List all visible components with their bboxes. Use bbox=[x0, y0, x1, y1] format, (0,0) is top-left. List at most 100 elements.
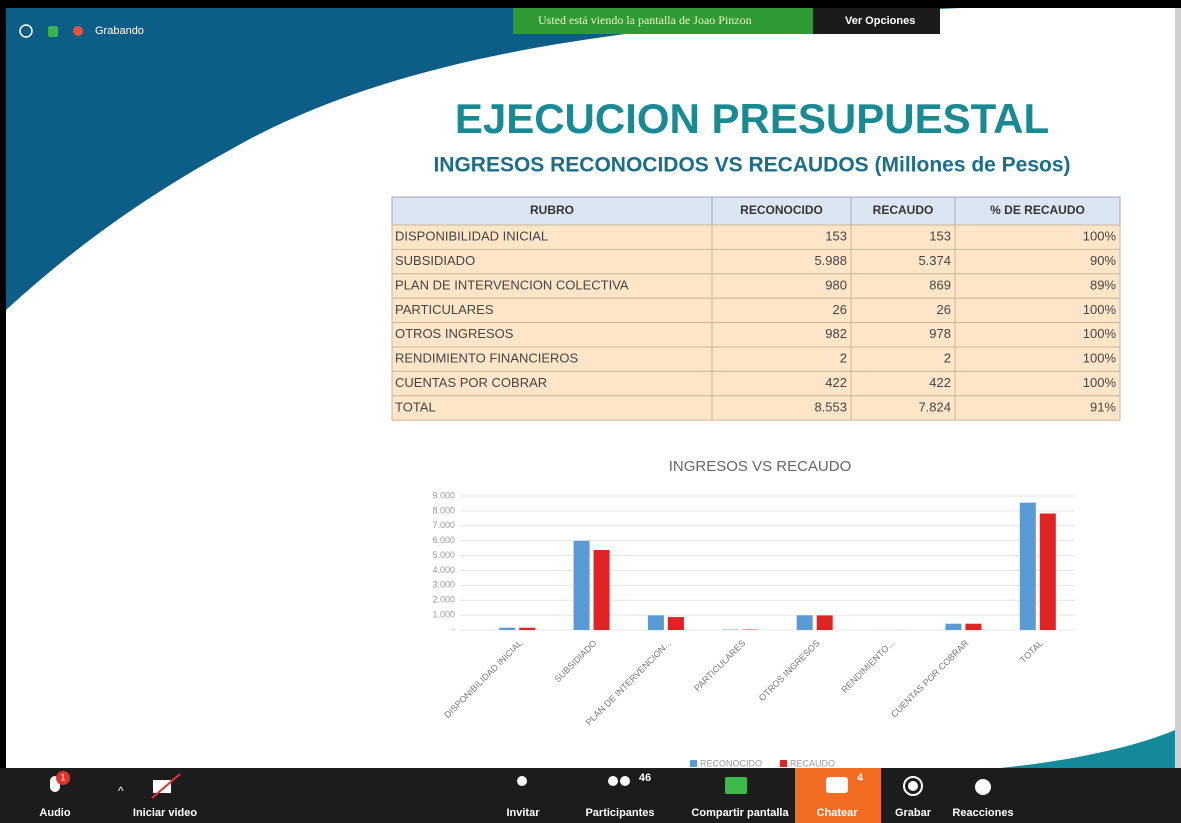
cell-text: 26 bbox=[937, 302, 951, 317]
legend-label: RECAUDO bbox=[790, 758, 835, 768]
chat[interactable]: Chatear bbox=[817, 807, 859, 819]
toolbar bbox=[0, 768, 1181, 823]
cell bbox=[711, 224, 852, 250]
bar bbox=[1019, 502, 1036, 630]
cell-text: CUENTAS POR COBRAR bbox=[395, 375, 547, 390]
bar bbox=[667, 617, 684, 630]
cell-text: DISPONIBILIDAD INICIAL bbox=[395, 229, 548, 244]
cell bbox=[954, 322, 1121, 348]
cell-text: 89% bbox=[1090, 277, 1116, 292]
chat-count: 4 bbox=[857, 772, 864, 784]
lock-icon[interactable] bbox=[48, 26, 58, 37]
bar bbox=[499, 627, 516, 630]
cell-text: 26 bbox=[833, 302, 847, 317]
header-text: RECONOCIDO bbox=[740, 203, 823, 217]
cell bbox=[850, 248, 956, 275]
cell-text: SUBSIDIADO bbox=[395, 253, 475, 268]
header-text: % DE RECAUDO bbox=[990, 203, 1085, 217]
invite-icon[interactable] bbox=[517, 776, 527, 786]
record-icon[interactable] bbox=[903, 776, 923, 796]
cell-text: 978 bbox=[929, 326, 951, 341]
y-tick-label: 4.000 bbox=[432, 565, 455, 575]
cell-text: 982 bbox=[825, 326, 847, 341]
video-icon[interactable] bbox=[153, 780, 171, 793]
cell bbox=[954, 273, 1121, 299]
participants-icon[interactable] bbox=[620, 776, 630, 786]
slide-shape bbox=[6, 8, 960, 310]
y-tick-label: 7.000 bbox=[432, 520, 455, 530]
cell bbox=[954, 370, 1121, 397]
options-text[interactable]: Ver Opciones bbox=[845, 15, 915, 27]
cell bbox=[954, 395, 1121, 421]
participants-count: 46 bbox=[639, 772, 651, 784]
cell-text: 91% bbox=[1090, 399, 1116, 414]
cell-text: PLAN DE INTERVENCION COLECTIVA bbox=[395, 277, 629, 292]
y-tick-label: 8.000 bbox=[432, 505, 455, 515]
cell bbox=[954, 248, 1121, 275]
badge bbox=[56, 771, 70, 785]
caret[interactable]: ^ bbox=[118, 784, 124, 798]
y-tick-label: 3.000 bbox=[432, 580, 455, 590]
cell bbox=[850, 346, 956, 372]
cell-text: 100% bbox=[1083, 351, 1117, 366]
status: Grabando bbox=[95, 25, 144, 37]
cell-text: 2 bbox=[840, 351, 847, 366]
bar bbox=[965, 623, 982, 630]
slide-shape bbox=[1000, 730, 1175, 768]
banner bbox=[513, 8, 813, 34]
cell-text: 90% bbox=[1090, 253, 1116, 268]
cell-text: 422 bbox=[929, 375, 951, 390]
cell bbox=[711, 248, 852, 275]
cell-text: 2 bbox=[944, 351, 951, 366]
banner-text: Usted está viendo la pantalla de Joao Pi… bbox=[538, 13, 752, 27]
cell-text: 100% bbox=[1083, 326, 1117, 341]
reactions-icon[interactable] bbox=[975, 779, 991, 795]
share[interactable]: Compartir pantalla bbox=[691, 807, 789, 819]
cell-text: 100% bbox=[1083, 302, 1117, 317]
header-cell bbox=[954, 196, 1121, 226]
cell-text: 153 bbox=[825, 229, 847, 244]
options[interactable] bbox=[813, 8, 940, 34]
scroll-edge bbox=[1175, 8, 1181, 768]
legend-swatch bbox=[690, 760, 697, 767]
cell-text: TOTAL bbox=[395, 399, 436, 414]
cell-text: 8.553 bbox=[814, 399, 847, 414]
video-slash bbox=[151, 773, 181, 799]
cell bbox=[711, 346, 852, 372]
share-icon[interactable] bbox=[725, 777, 747, 794]
cell bbox=[954, 297, 1121, 324]
cell bbox=[850, 395, 956, 421]
cell bbox=[711, 322, 852, 348]
bar bbox=[593, 549, 610, 630]
y-tick-label: 2.000 bbox=[432, 595, 455, 605]
cell-text: 5.988 bbox=[814, 253, 847, 268]
y-tick-label: - bbox=[452, 624, 455, 634]
bar bbox=[573, 540, 590, 630]
participants-icon[interactable] bbox=[608, 776, 618, 786]
chat-icon[interactable] bbox=[826, 777, 848, 793]
cell-text: 422 bbox=[825, 375, 847, 390]
participants[interactable]: Participantes bbox=[585, 807, 654, 819]
cell bbox=[711, 297, 852, 324]
bar bbox=[519, 627, 536, 630]
record[interactable]: Grabar bbox=[895, 807, 932, 819]
chart-title: INGRESOS VS RECAUDO bbox=[669, 458, 852, 475]
record-icon[interactable] bbox=[908, 781, 918, 791]
legend-swatch bbox=[780, 760, 787, 767]
cell-text: 100% bbox=[1083, 229, 1117, 244]
info-icon[interactable] bbox=[19, 24, 33, 38]
cell-text: 153 bbox=[929, 229, 951, 244]
audio[interactable]: Audio bbox=[39, 807, 70, 819]
cell-text: 100% bbox=[1083, 375, 1117, 390]
cell bbox=[850, 273, 956, 299]
invite[interactable]: Invitar bbox=[506, 807, 540, 819]
reactions[interactable]: Reacciones bbox=[952, 807, 1013, 819]
cell-text: 7.824 bbox=[918, 399, 951, 414]
slide-subtitle: INGRESOS RECONOCIDOS VS RECAUDOS (Millon… bbox=[433, 154, 1070, 177]
y-tick-label: 6.000 bbox=[432, 535, 455, 545]
cell-text: 980 bbox=[825, 277, 847, 292]
y-tick-label: 1.000 bbox=[432, 609, 455, 619]
header-text: RECAUDO bbox=[873, 203, 934, 217]
video[interactable]: Iniciar video bbox=[133, 807, 197, 819]
